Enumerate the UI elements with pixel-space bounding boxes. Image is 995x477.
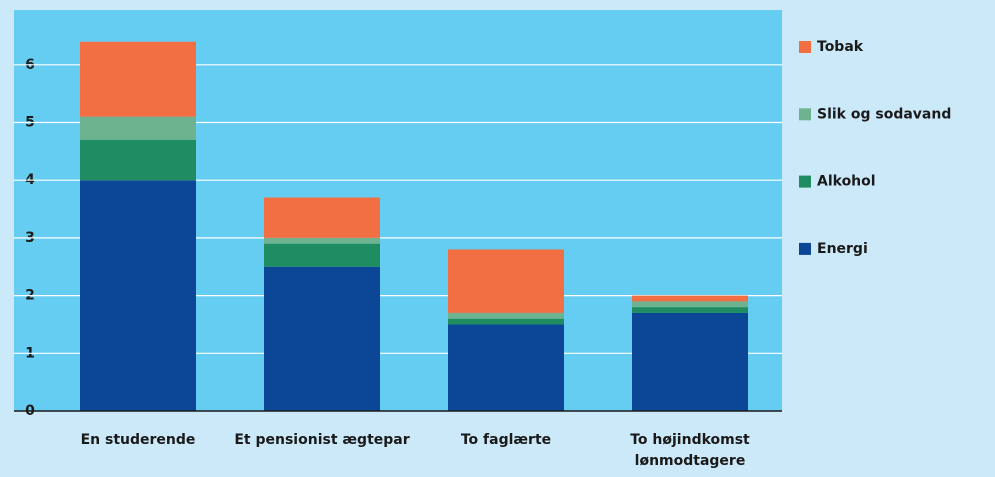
bar-segment: [80, 139, 196, 181]
bar-segment: [632, 312, 748, 411]
bar-segment: [448, 324, 564, 411]
x-tick-label: Et pensionist ægtepar: [234, 432, 410, 448]
bar-segment: [264, 197, 380, 238]
x-tick-label: To faglærte: [460, 432, 552, 448]
bar-segment: [264, 266, 380, 411]
x-tick-label: En studerende: [80, 432, 196, 448]
legend-swatch: [799, 175, 811, 188]
legend-swatch: [799, 41, 811, 53]
bar-segment: [80, 41, 196, 117]
bar-segment: [632, 307, 748, 313]
bar-segment: [80, 116, 196, 140]
bar-segment: [448, 318, 564, 325]
bar-segment: [264, 237, 380, 244]
bar-segment: [448, 249, 564, 313]
legend-swatch: [799, 108, 811, 121]
legend-label: Slik og sodavand: [817, 106, 951, 122]
bar-segment: [448, 312, 564, 319]
legend-label: Alkohol: [817, 174, 876, 190]
bar-segment: [264, 243, 380, 267]
legend-label: Energi: [817, 241, 868, 257]
x-tick-label: To højindkomst lønmodtagere: [630, 432, 750, 469]
bar-segment: [80, 180, 196, 411]
bar-segment: [632, 301, 748, 308]
bar-segment: [632, 295, 748, 302]
legend-swatch: [799, 242, 811, 255]
legend-label: Tobak: [817, 39, 864, 55]
